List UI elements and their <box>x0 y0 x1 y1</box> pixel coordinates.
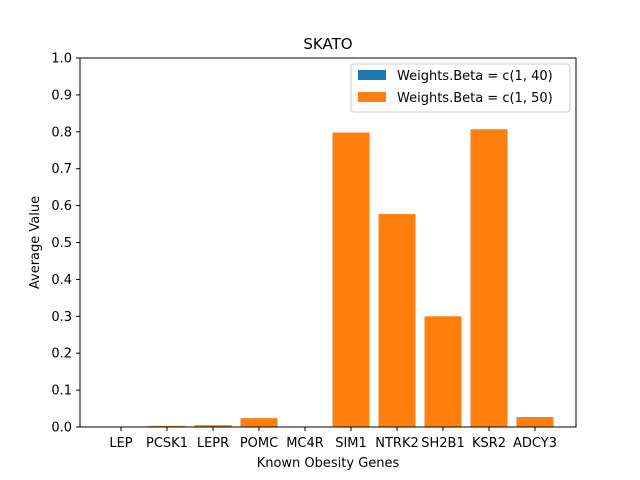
x-tick-label-lepr: LEPR <box>197 436 229 451</box>
x-tick-label-pcsk1: PCSK1 <box>146 436 188 451</box>
x-tick-label-mc4r: MC4R <box>286 436 324 451</box>
x-tick-label-sh2b1: SH2B1 <box>421 436 465 451</box>
bar-series-2-ksr2 <box>470 129 508 427</box>
y-axis-ticks: 0.0 0.1 0.2 0.3 0.4 0.5 0.6 0.7 0.8 0.9 1.0 <box>51 52 80 436</box>
y-axis-label: Average Value <box>28 196 43 289</box>
y-tick-label: 1.0 <box>51 52 72 67</box>
x-axis-ticks: LEP PCSK1 LEPR POMC MC4R SIM1 NTRK2 SH2B1 KSR2 AD… <box>109 427 557 451</box>
x-tick-label-adcy3: ADCY3 <box>513 436 557 451</box>
legend-box <box>350 63 571 113</box>
bars <box>148 129 554 428</box>
x-tick-label-pomc: POMC <box>240 436 278 451</box>
bar-series-2-sim1 <box>332 132 370 428</box>
y-tick-label: 0.8 <box>51 125 72 140</box>
y-tick-label: 0.9 <box>51 88 72 103</box>
x-tick-label-sim1: SIM1 <box>335 436 367 451</box>
legend-swatch-series-1 <box>358 70 386 80</box>
bar-series-2-pomc <box>240 418 278 427</box>
y-tick-label: 0.0 <box>51 421 72 436</box>
y-tick-label: 0.4 <box>51 273 72 288</box>
y-tick-label: 0.7 <box>51 162 72 177</box>
bar-series-2-ntrk2 <box>378 214 416 427</box>
bar-series-2-pcsk1 <box>148 425 186 427</box>
bar-series-2-sh2b1 <box>424 316 462 427</box>
x-axis-label: Known Obesity Genes <box>257 456 400 471</box>
legend-label-series-1: Weights.Beta = c(1, 40) <box>397 69 553 84</box>
y-tick-label: 0.3 <box>51 310 72 325</box>
y-tick-label: 0.6 <box>51 199 72 214</box>
x-tick-label-lep: LEP <box>109 436 132 451</box>
bar-series-2-adcy3 <box>516 417 554 427</box>
x-tick-label-ksr2: KSR2 <box>472 436 506 451</box>
plot-frame <box>79 57 577 428</box>
legend-swatch-series-2 <box>358 92 386 102</box>
y-tick-label: 0.5 <box>51 236 72 251</box>
bar-series-2-lepr <box>194 425 232 427</box>
x-tick-label-ntrk2: NTRK2 <box>375 436 419 451</box>
legend: Weights.Beta = c(1, 40) Weights.Beta = c… <box>350 63 571 113</box>
y-tick-label: 0.2 <box>51 347 72 362</box>
legend-label-series-2: Weights.Beta = c(1, 50) <box>397 91 553 106</box>
chart-title: SKATO <box>303 35 352 53</box>
y-tick-label: 0.1 <box>51 384 72 399</box>
